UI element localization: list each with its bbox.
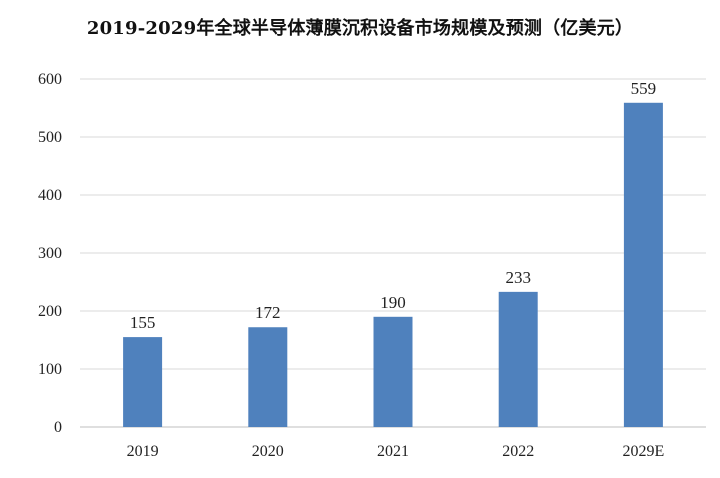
data-label-2019: 155 <box>130 313 156 332</box>
chart-title: 2019-2029年全球半导体薄膜沉积设备市场规模及预测（亿美元） <box>86 18 634 39</box>
bar-2021 <box>373 316 413 427</box>
bar-2022 <box>498 291 538 427</box>
y-tick-label: 100 <box>38 361 62 378</box>
y-axis-tick-labels: 0 100 200 300 400 500 600 <box>38 71 62 436</box>
y-tick-label: 200 <box>38 303 62 320</box>
data-label-2029E: 559 <box>631 79 657 98</box>
data-label-2022: 233 <box>505 268 531 287</box>
y-tick-label: 400 <box>38 187 62 204</box>
y-tick-label: 500 <box>38 129 62 146</box>
bars <box>123 102 663 427</box>
x-tick-label-2019: 2019 <box>127 443 159 460</box>
y-tick-label: 300 <box>38 245 62 262</box>
data-labels: 155 172 190 233 559 <box>130 79 656 332</box>
data-label-2020: 172 <box>255 303 281 322</box>
x-axis-tick-labels: 2019 2020 2021 2022 2029E <box>127 443 665 460</box>
bar-2019 <box>123 337 163 427</box>
x-tick-label-2020: 2020 <box>252 443 284 460</box>
data-label-2021: 190 <box>380 293 406 312</box>
bar-2029E <box>623 102 663 427</box>
y-tick-label: 600 <box>38 71 62 88</box>
x-tick-label-2021: 2021 <box>377 443 409 460</box>
y-tick-label: 0 <box>54 419 62 436</box>
x-tick-label-2029E: 2029E <box>623 443 665 460</box>
bar-2020 <box>248 327 288 427</box>
x-tick-label-2022: 2022 <box>502 443 534 460</box>
